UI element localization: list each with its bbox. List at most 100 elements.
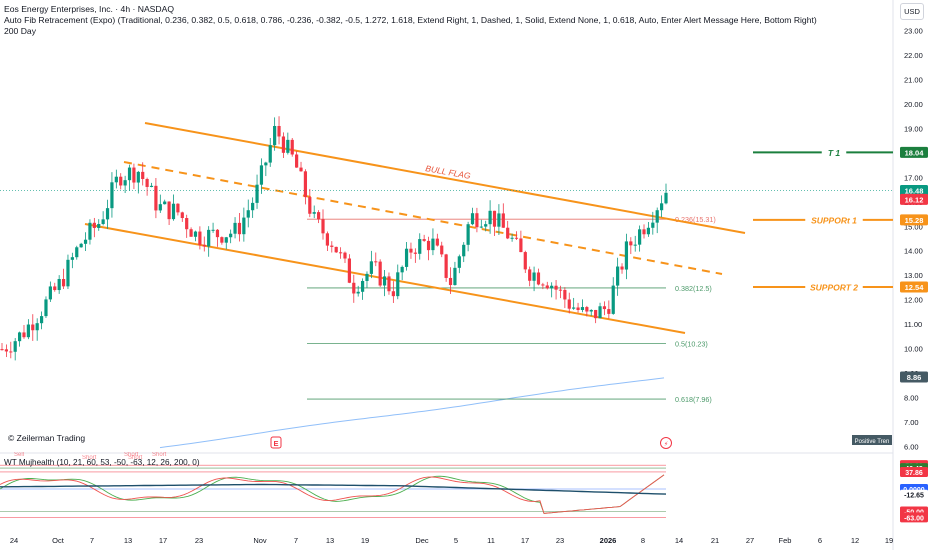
candle-body <box>295 154 299 168</box>
candle-body <box>35 323 39 331</box>
oscillator-legend[interactable]: WT Mujhealth (10, 21, 60, 53, -50, -63, … <box>4 458 200 467</box>
candle-body <box>638 229 642 245</box>
candle-body <box>356 291 360 294</box>
candle-body <box>404 248 409 267</box>
time-axis-label: 11 <box>487 536 495 545</box>
symbol-title: Eos Energy Enterprises, Inc. · 4h · NASD… <box>4 4 175 14</box>
candle-body <box>646 227 651 235</box>
price-axis-label: 23.00 <box>904 27 923 36</box>
candle-body <box>633 244 637 246</box>
candle-body <box>154 185 158 211</box>
candle-body <box>585 307 589 312</box>
bull-flag-channel: BULL FLAG <box>84 122 746 334</box>
candle-body <box>466 224 470 245</box>
price-tag-8.86 <box>900 371 928 383</box>
candle-body <box>75 247 79 258</box>
candle-body <box>299 167 303 172</box>
candle-body <box>479 226 483 228</box>
candle-body <box>277 125 281 137</box>
candle-body <box>484 224 488 227</box>
candle-body <box>514 237 519 239</box>
candle-body <box>343 252 347 259</box>
candle-body <box>506 227 510 239</box>
time-axis-label: 12 <box>851 536 859 545</box>
candle-body <box>158 204 162 211</box>
candle-body <box>431 238 435 251</box>
candle-body <box>317 212 321 220</box>
candle-body <box>92 222 96 228</box>
time-axis-label: 8 <box>641 536 645 545</box>
price-tag-16.12 <box>900 193 928 205</box>
candle-body <box>286 139 290 153</box>
t1-label: T 1 <box>828 148 841 158</box>
candle-body <box>426 240 431 251</box>
candle-body <box>281 136 286 153</box>
fib-indicator-legend[interactable]: Auto Fib Retracement (Expo) (Traditional… <box>4 15 817 25</box>
candle-body <box>321 219 325 234</box>
candle-body <box>352 282 356 294</box>
price-tag-text: 16.12 <box>905 195 924 204</box>
price-tag-16.48 <box>900 185 928 197</box>
ma-indicator-legend[interactable]: 200 Day <box>4 26 37 36</box>
candle-body <box>396 272 400 297</box>
price-axis-label: 7.00 <box>904 418 919 427</box>
candle-body <box>642 229 646 235</box>
fib-label: 0.618(7.96) <box>675 395 712 404</box>
candle-body <box>290 139 294 155</box>
price-tag-12.54 <box>900 281 928 293</box>
candle-body <box>202 244 206 247</box>
candle-body <box>141 171 145 179</box>
candle-body <box>66 259 70 287</box>
candle-body <box>9 351 13 353</box>
dividend-marker <box>660 437 672 449</box>
candle-body <box>229 233 233 238</box>
time-axis-label: 6 <box>818 536 822 545</box>
candle-body <box>589 309 593 312</box>
candle-body <box>185 218 189 230</box>
positive-trend-text: Positive Tren <box>855 439 890 445</box>
candle-body <box>440 245 444 255</box>
candle-body <box>567 299 571 309</box>
currency-button[interactable]: USD <box>900 3 924 20</box>
candle-body <box>444 254 448 278</box>
price-tag-text: 8.86 <box>907 373 922 382</box>
candle-body <box>180 212 184 219</box>
osc-axis-text: -63.00 <box>904 515 924 522</box>
candle-body <box>215 229 220 238</box>
osc-axis-tag <box>900 512 928 523</box>
earnings-marker-text: E <box>273 439 278 448</box>
candle-body <box>224 237 228 243</box>
candle-body <box>554 285 558 290</box>
candle-body <box>532 272 536 281</box>
price-tag-text: 18.04 <box>905 148 925 157</box>
fib-label: 0.382(12.5) <box>675 284 712 293</box>
candle-body <box>330 245 334 247</box>
price-axis-label: 22.00 <box>904 51 923 60</box>
support1-label-bg <box>805 213 863 226</box>
candle-body <box>39 316 44 324</box>
time-axis-label: 23 <box>556 536 564 545</box>
candle-body <box>13 341 17 352</box>
candle-body <box>264 162 268 166</box>
time-axis-label: 21 <box>711 536 719 545</box>
candle-body <box>233 222 237 234</box>
candle-body <box>57 279 61 291</box>
price-axis-label: 11.00 <box>904 320 922 329</box>
osc-axis-text: 37.86 <box>905 470 923 477</box>
candle-body <box>611 285 615 314</box>
candle-body <box>492 210 497 227</box>
signal-label: Short <box>152 452 167 458</box>
candle-body <box>550 285 554 289</box>
candle-body <box>198 231 202 245</box>
time-axis-label: 14 <box>675 536 683 545</box>
candle-body <box>418 239 422 254</box>
t1-label-bg <box>821 146 847 159</box>
candle-body <box>167 201 171 220</box>
price-axis-label: 8.00 <box>904 394 919 403</box>
candles <box>0 116 668 361</box>
channel-upper-line <box>144 122 746 234</box>
candle-body <box>528 269 532 281</box>
candle-body <box>580 307 585 310</box>
candle-body <box>101 219 105 224</box>
